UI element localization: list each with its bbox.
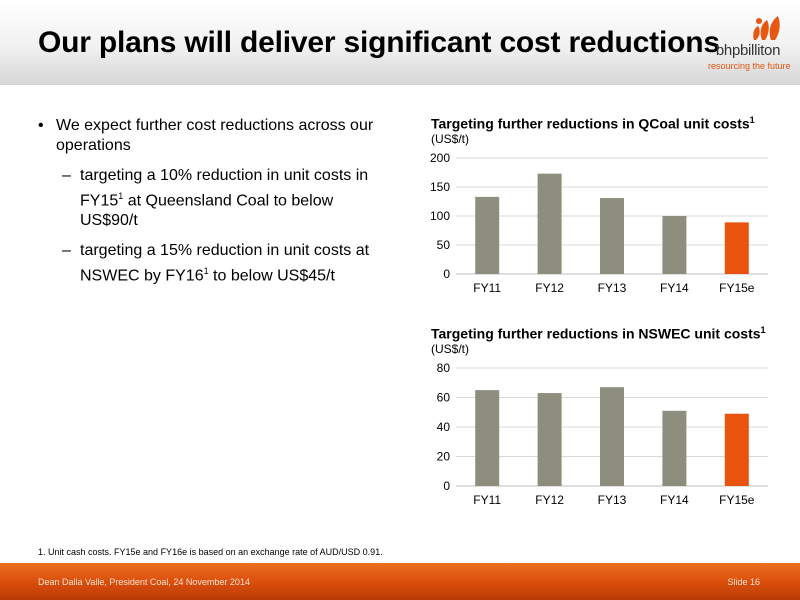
footer-slide-number: Slide 16 xyxy=(727,577,760,587)
bullet-sub-1: – targeting a 10% reduction in unit cost… xyxy=(38,166,378,231)
bullet-list: • We expect further cost reductions acro… xyxy=(38,116,378,287)
qcoal-y-tick-label: 0 xyxy=(443,267,450,281)
qcoal-x-tick-label: FY14 xyxy=(660,281,689,295)
bullet-main: • We expect further cost reductions acro… xyxy=(38,116,378,156)
nswec-bar-fy12 xyxy=(537,393,562,486)
qcoal-bar-chart: 0 50 100 150 200 FY11 FY12 FY13 FY14 FY15e xyxy=(430,151,768,295)
qcoal-y-tick-label: 100 xyxy=(430,209,450,223)
nswec-y-tick-label: 40 xyxy=(437,420,451,434)
bullet-sub-1-text-b: at Queensland Coal to below US$90/t xyxy=(80,192,334,230)
nswec-y-tick-label: 60 xyxy=(437,391,451,405)
bullet-sub-2-text-a: targeting a 15% reduction in unit costs … xyxy=(80,242,370,285)
bullet-sub-1-sup: 1 xyxy=(118,191,124,201)
logo-wordmark: bhpbilliton xyxy=(715,42,781,59)
nswec-y-tick-label: 80 xyxy=(437,361,451,375)
nswec-x-tick-label: FY11 xyxy=(473,493,501,507)
nswec-x-tick-label: FY12 xyxy=(535,493,564,507)
dash-icon: – xyxy=(62,242,71,260)
footer-bar: Dean Dalla Valle, President Coal, 24 Nov… xyxy=(0,563,800,600)
nswec-x-tick-label: FY14 xyxy=(660,493,689,507)
nswec-bar-fy15e xyxy=(724,413,749,486)
nswec-x-tick-label: FY15e xyxy=(719,493,755,507)
nswec-y-unit: (US$/t) xyxy=(431,342,470,356)
footnote: 1. Unit cash costs. FY15e and FY16e is b… xyxy=(38,547,383,557)
qcoal-x-tick-label: FY13 xyxy=(598,281,627,295)
title-band xyxy=(0,0,800,85)
qcoal-y-tick-label: 150 xyxy=(430,180,450,194)
nswec-bar-chart: 0 20 40 60 80 FY11 FY12 FY13 FY14 FY15e xyxy=(437,361,768,507)
qcoal-y-unit: (US$/t) xyxy=(431,132,470,146)
bullet-main-text: We expect further cost reductions across… xyxy=(56,117,374,154)
qcoal-bar-fy12 xyxy=(537,173,562,274)
nswec-chart-title-text: Targeting further reductions in NSWEC un… xyxy=(431,325,761,342)
nswec-y-tick-label: 0 xyxy=(443,479,450,493)
qcoal-y-tick-label: 50 xyxy=(437,238,451,252)
qcoal-x-tick-label: FY11 xyxy=(473,281,501,295)
logo-tagline: resourcing the future xyxy=(708,61,791,71)
dash-icon: – xyxy=(62,167,71,184)
company-logo: bhpbilliton resourcing the future xyxy=(708,16,791,78)
qcoal-chart-title-sup: 1 xyxy=(749,115,755,125)
qcoal-bar-fy11 xyxy=(475,196,500,274)
qcoal-bar-fy14 xyxy=(662,216,687,274)
qcoal-y-tick-label: 200 xyxy=(430,151,450,165)
qcoal-bar-fy15e xyxy=(724,222,749,274)
bullet-sub-2: – targeting a 15% reduction in unit cost… xyxy=(38,241,378,286)
slide-title: Our plans will deliver significant cost … xyxy=(38,26,720,59)
nswec-bar-fy14 xyxy=(662,410,687,486)
nswec-chart-title-sup: 1 xyxy=(760,325,766,335)
nswec-x-tick-label: FY13 xyxy=(598,493,627,507)
bullet-sub-2-sup: 1 xyxy=(203,266,209,277)
nswec-bar-fy13 xyxy=(600,387,624,486)
qcoal-chart-title-text: Targeting further reductions in QCoal un… xyxy=(431,115,750,132)
qcoal-bar-fy13 xyxy=(600,198,624,274)
bullet-dot-icon: • xyxy=(38,117,44,134)
nswec-y-tick-label: 20 xyxy=(437,450,451,464)
qcoal-x-tick-label: FY12 xyxy=(535,281,564,295)
logo-mark-icon xyxy=(753,16,780,40)
qcoal-chart-title: Targeting further reductions in QCoal un… xyxy=(431,115,755,132)
nswec-bar-fy11 xyxy=(475,390,500,486)
bullet-sub-1-text-a: targeting a 10% reduction in unit costs … xyxy=(80,167,369,210)
qcoal-x-tick-label: FY15e xyxy=(719,281,755,295)
nswec-chart-title: Targeting further reductions in NSWEC un… xyxy=(431,325,766,342)
footer-presenter: Dean Dalla Valle, President Coal, 24 Nov… xyxy=(38,577,250,587)
bullet-sub-2-text-b: to below US$45/t xyxy=(208,267,335,285)
